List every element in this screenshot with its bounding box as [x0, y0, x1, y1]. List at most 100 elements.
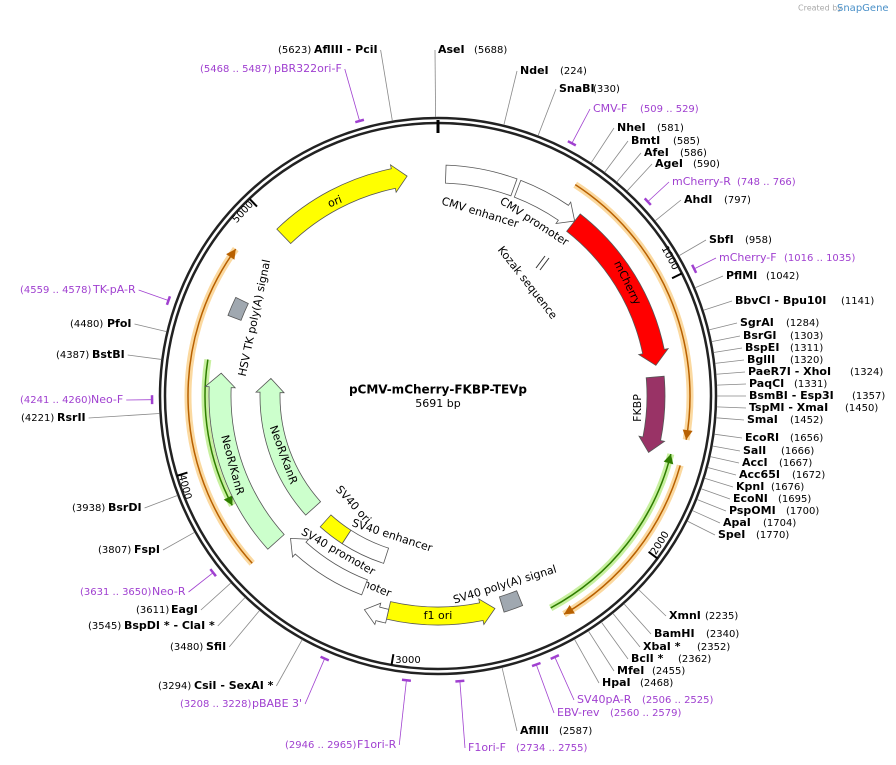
site-name: EcoNI — [733, 492, 768, 505]
site-position: (1770) — [756, 530, 789, 541]
plasmid-length: 5691 bp — [415, 397, 460, 410]
leader-line — [626, 163, 653, 192]
site-name: RsrII — [57, 411, 86, 424]
site-position: (1695) — [778, 494, 811, 505]
site-position: (2946 .. 2965) — [285, 740, 357, 751]
created-by: Created by — [798, 4, 842, 13]
feature-arrow — [638, 375, 666, 453]
site-name: BspEI — [745, 341, 779, 354]
site-name: NdeI — [520, 64, 549, 77]
site-position: (1016 .. 1035) — [784, 253, 856, 264]
leader-line — [714, 433, 743, 439]
site-position: (2468) — [640, 678, 673, 689]
site-name: mCherry-F — [719, 251, 777, 264]
leader-line — [574, 639, 600, 684]
site-name: TK-pA-R — [92, 283, 136, 296]
leader-line — [694, 275, 724, 289]
site-name: BsrGI — [743, 329, 776, 342]
site-position: (3294) — [158, 681, 191, 692]
site-position: (509 .. 529) — [640, 104, 699, 115]
primer-mark — [567, 140, 577, 147]
leader-line — [344, 68, 360, 122]
site-name: XmnI — [669, 609, 701, 622]
leader-line — [380, 49, 393, 121]
site-name: BsmBI - Esp3I — [749, 389, 834, 402]
primer-mark — [165, 295, 172, 306]
leader-line — [188, 572, 214, 593]
plasmid-name: pCMV-mCherry-FKBP-TEVp — [349, 383, 527, 397]
ruler-label: 3000 — [395, 655, 420, 666]
site-position: (1667) — [779, 458, 812, 469]
leader-line — [715, 359, 745, 364]
site-position: (3611) — [136, 605, 169, 616]
site-position: (1331) — [794, 379, 827, 390]
site-name: SV40pA-R — [577, 693, 632, 706]
feature-arrow — [363, 602, 390, 626]
site-name: SpeI — [718, 528, 745, 541]
leader-line — [601, 621, 629, 660]
site-position: (2362) — [678, 654, 711, 665]
site-name: Neo-R — [152, 585, 186, 598]
leader-line — [554, 656, 575, 701]
site-position: (4559 .. 4578) — [20, 285, 92, 296]
leader-line — [537, 88, 557, 136]
site-name: PspOMI — [729, 504, 776, 517]
site-name: ApaI — [723, 516, 751, 529]
site-name: BmtI — [631, 134, 660, 147]
ruler-tick — [390, 654, 395, 666]
feature-arrow — [319, 514, 352, 545]
feature-arrow — [290, 537, 368, 596]
site-position: (1311) — [790, 343, 823, 354]
leader-line — [692, 510, 721, 524]
site-position: (1450) — [845, 403, 878, 414]
coverage-line — [204, 359, 233, 506]
feature-arrow — [513, 179, 576, 225]
ruler-tick — [648, 551, 659, 560]
site-position: (748 .. 766) — [737, 177, 796, 188]
primer-mark — [455, 679, 465, 683]
kozak-mark — [535, 255, 546, 269]
site-position: (3480) — [170, 642, 203, 653]
leader-line — [693, 257, 717, 270]
site-name: AseI — [438, 43, 465, 56]
brand: SnapGene — [837, 3, 889, 14]
leader-line — [711, 335, 741, 343]
primer-mark — [550, 654, 560, 661]
feature-arrow — [204, 372, 285, 550]
ruler-label: 1000 — [659, 244, 681, 272]
leader-line — [707, 467, 737, 476]
coverage-line — [574, 184, 691, 440]
backbone — [158, 116, 718, 676]
site-position: (3807) — [98, 545, 131, 556]
feature-arrow — [498, 590, 524, 613]
site-position: (4387) — [56, 350, 89, 361]
site-position: (2560 .. 2579) — [610, 708, 682, 719]
leader-line — [638, 589, 667, 617]
site-position: (585) — [673, 136, 700, 147]
site-name: AgeI — [655, 157, 683, 170]
leader-line — [134, 323, 167, 332]
coverage-line — [550, 453, 672, 609]
primer-mark — [401, 678, 412, 682]
leader-line — [654, 199, 682, 222]
leader-line — [612, 613, 641, 648]
leader-line — [716, 417, 745, 421]
site-position: (958) — [745, 235, 772, 246]
primer-mark — [531, 661, 541, 668]
feature-arrow — [276, 163, 408, 245]
coverage-line — [187, 248, 253, 564]
site-position: (4221) — [21, 413, 54, 424]
site-name: AccI — [742, 456, 768, 469]
site-position: (5688) — [474, 45, 507, 56]
site-name: SgrAI — [740, 316, 774, 329]
coverage-head — [682, 429, 693, 440]
leader-line — [704, 477, 734, 488]
site-name: PaeR7I - XhoI — [748, 365, 831, 378]
site-name: AfeI — [644, 146, 669, 159]
leader-line — [162, 531, 195, 551]
site-position: (1284) — [786, 318, 819, 329]
site-name: BspDI * - ClaI * — [124, 619, 215, 632]
site-position: (4480) — [70, 319, 103, 330]
coverage-head — [226, 249, 236, 260]
